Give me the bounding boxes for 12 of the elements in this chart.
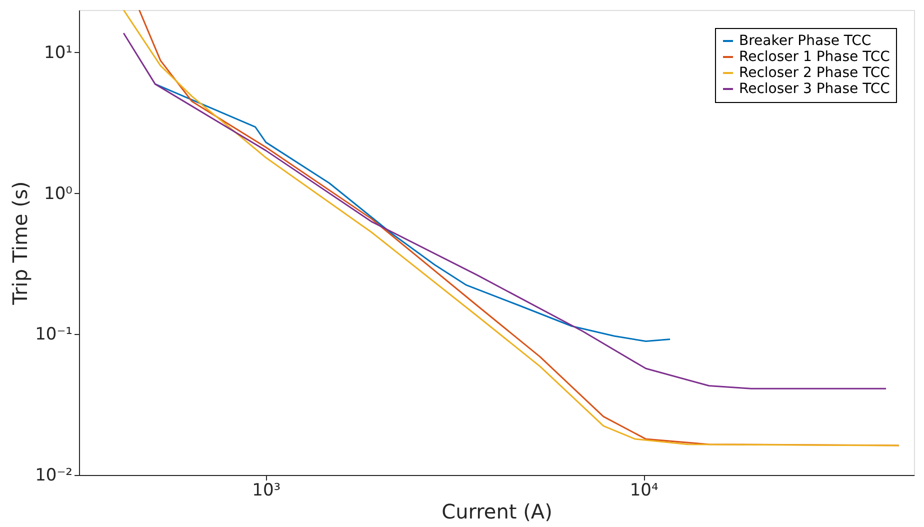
legend-label: Recloser 3 Phase TCC (739, 81, 890, 97)
legend-label: Recloser 2 Phase TCC (739, 65, 890, 81)
y-axis-title: Trip Time (s) (8, 181, 32, 306)
y-tick-label: 10⁰ (44, 184, 73, 204)
x-tick-label: 10³ (252, 480, 281, 500)
legend-label: Breaker Phase TCC (739, 33, 872, 49)
x-tick-label: 10⁴ (630, 480, 658, 500)
x-axis-title: Current (A) (442, 500, 552, 524)
y-tick-label: 10⁻² (35, 466, 72, 486)
y-tick-label: 10⁻¹ (35, 324, 72, 345)
y-tick-label: 10¹ (44, 42, 72, 63)
legend-label: Recloser 1 Phase TCC (739, 49, 890, 65)
